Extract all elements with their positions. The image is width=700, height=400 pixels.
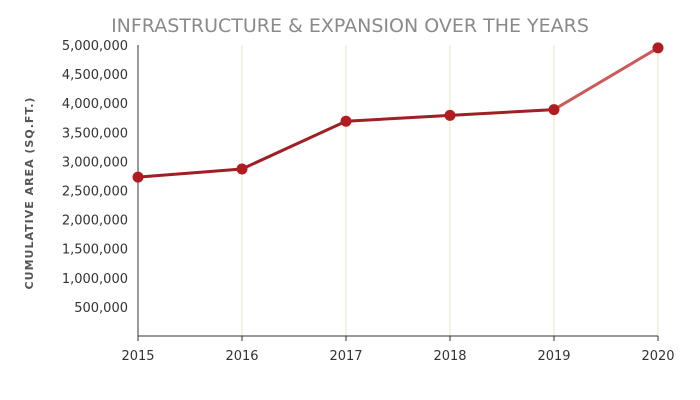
- x-tick-labels: 2015 2016 2017 2018 2019 2020: [121, 336, 675, 364]
- y-tick-label: 1,500,000: [62, 243, 128, 258]
- chart-title: INFRASTRUCTURE & EXPANSION OVER THE YEAR…: [111, 15, 589, 37]
- data-points: [132, 42, 664, 183]
- x-tick-label: 2018: [433, 349, 466, 364]
- y-tick-label: 500,000: [74, 301, 128, 316]
- x-tick-label: 2019: [537, 349, 570, 364]
- y-tick-label: 4,500,000: [62, 68, 128, 83]
- y-tick-label: 3,000,000: [62, 155, 128, 170]
- y-tick-label: 3,500,000: [62, 126, 128, 141]
- x-tick-label: 2015: [121, 349, 154, 364]
- y-tick-label: 1,000,000: [62, 272, 128, 287]
- data-point: [132, 171, 144, 183]
- data-point: [340, 115, 352, 127]
- x-tick-label: 2017: [329, 349, 362, 364]
- data-point: [652, 42, 664, 54]
- x-tick-label: 2020: [641, 349, 674, 364]
- data-point: [548, 104, 560, 116]
- line-segment: [448, 108, 556, 117]
- data-point: [236, 163, 248, 175]
- y-tick-label: 5,000,000: [62, 39, 128, 54]
- line-segment: [552, 46, 660, 112]
- line-segment: [240, 119, 348, 171]
- y-tick-label: 2,000,000: [62, 214, 128, 229]
- y-tick-label: 4,000,000: [62, 97, 128, 112]
- y-axis-label: CUMULATIVE AREA (SQ.FT.): [23, 97, 36, 290]
- data-point: [444, 109, 456, 121]
- line-segment: [344, 113, 452, 123]
- grid-lines: [241, 45, 659, 336]
- line-segment: [136, 167, 244, 179]
- x-tick-label: 2016: [225, 349, 258, 364]
- y-tick-label: 2,500,000: [62, 185, 128, 200]
- axes: [137, 45, 658, 337]
- y-tick-labels: 500,000 1,000,000 1,500,000 2,000,000 2,500,…: [62, 39, 128, 316]
- data-line: [136, 46, 660, 179]
